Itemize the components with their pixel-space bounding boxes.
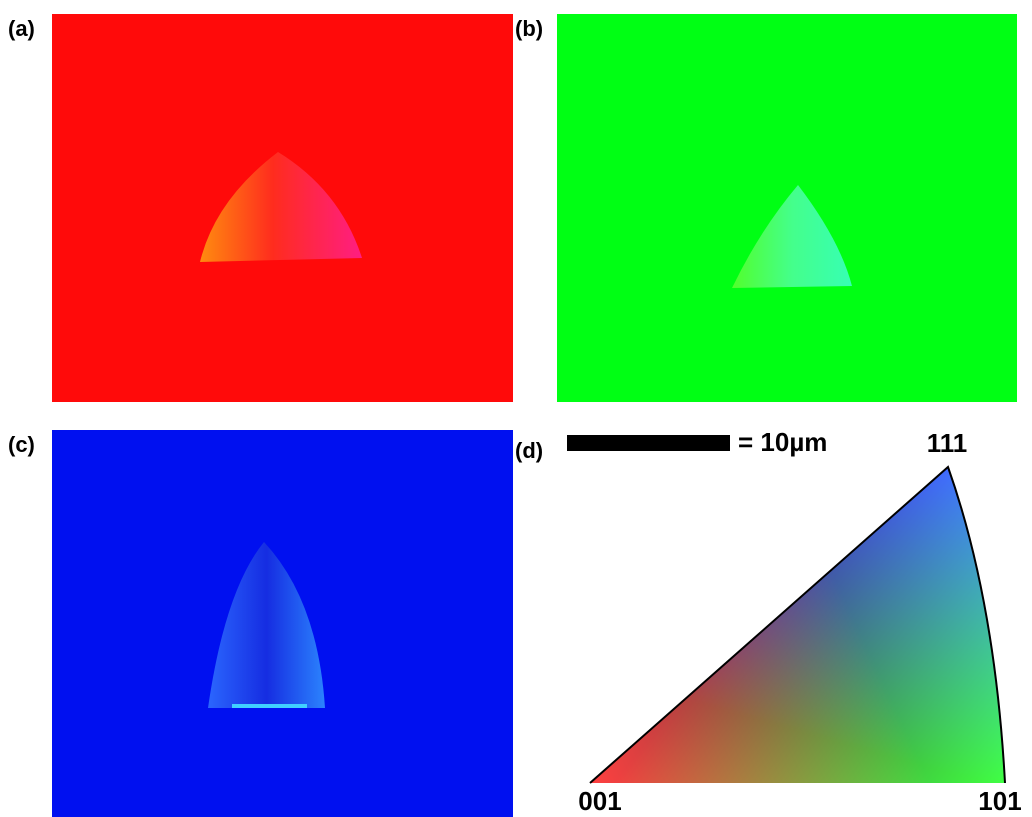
panel-label: (a) (8, 16, 35, 41)
panel-label: (c) (8, 432, 35, 457)
panel-label: (d) (515, 438, 543, 463)
indent-c-edge (232, 704, 307, 708)
scale-label: = 10µm (738, 427, 827, 457)
corner-label: 111 (927, 428, 968, 458)
corner-label: 001 (578, 786, 621, 816)
panel-label: (b) (515, 16, 543, 41)
scale-bar (567, 435, 730, 451)
corner-label: 101 (978, 786, 1021, 816)
figure: (a) (b) (c) (d) = 10µm 111 001 101 (0, 0, 1032, 817)
ipf-triangle (580, 460, 1010, 790)
